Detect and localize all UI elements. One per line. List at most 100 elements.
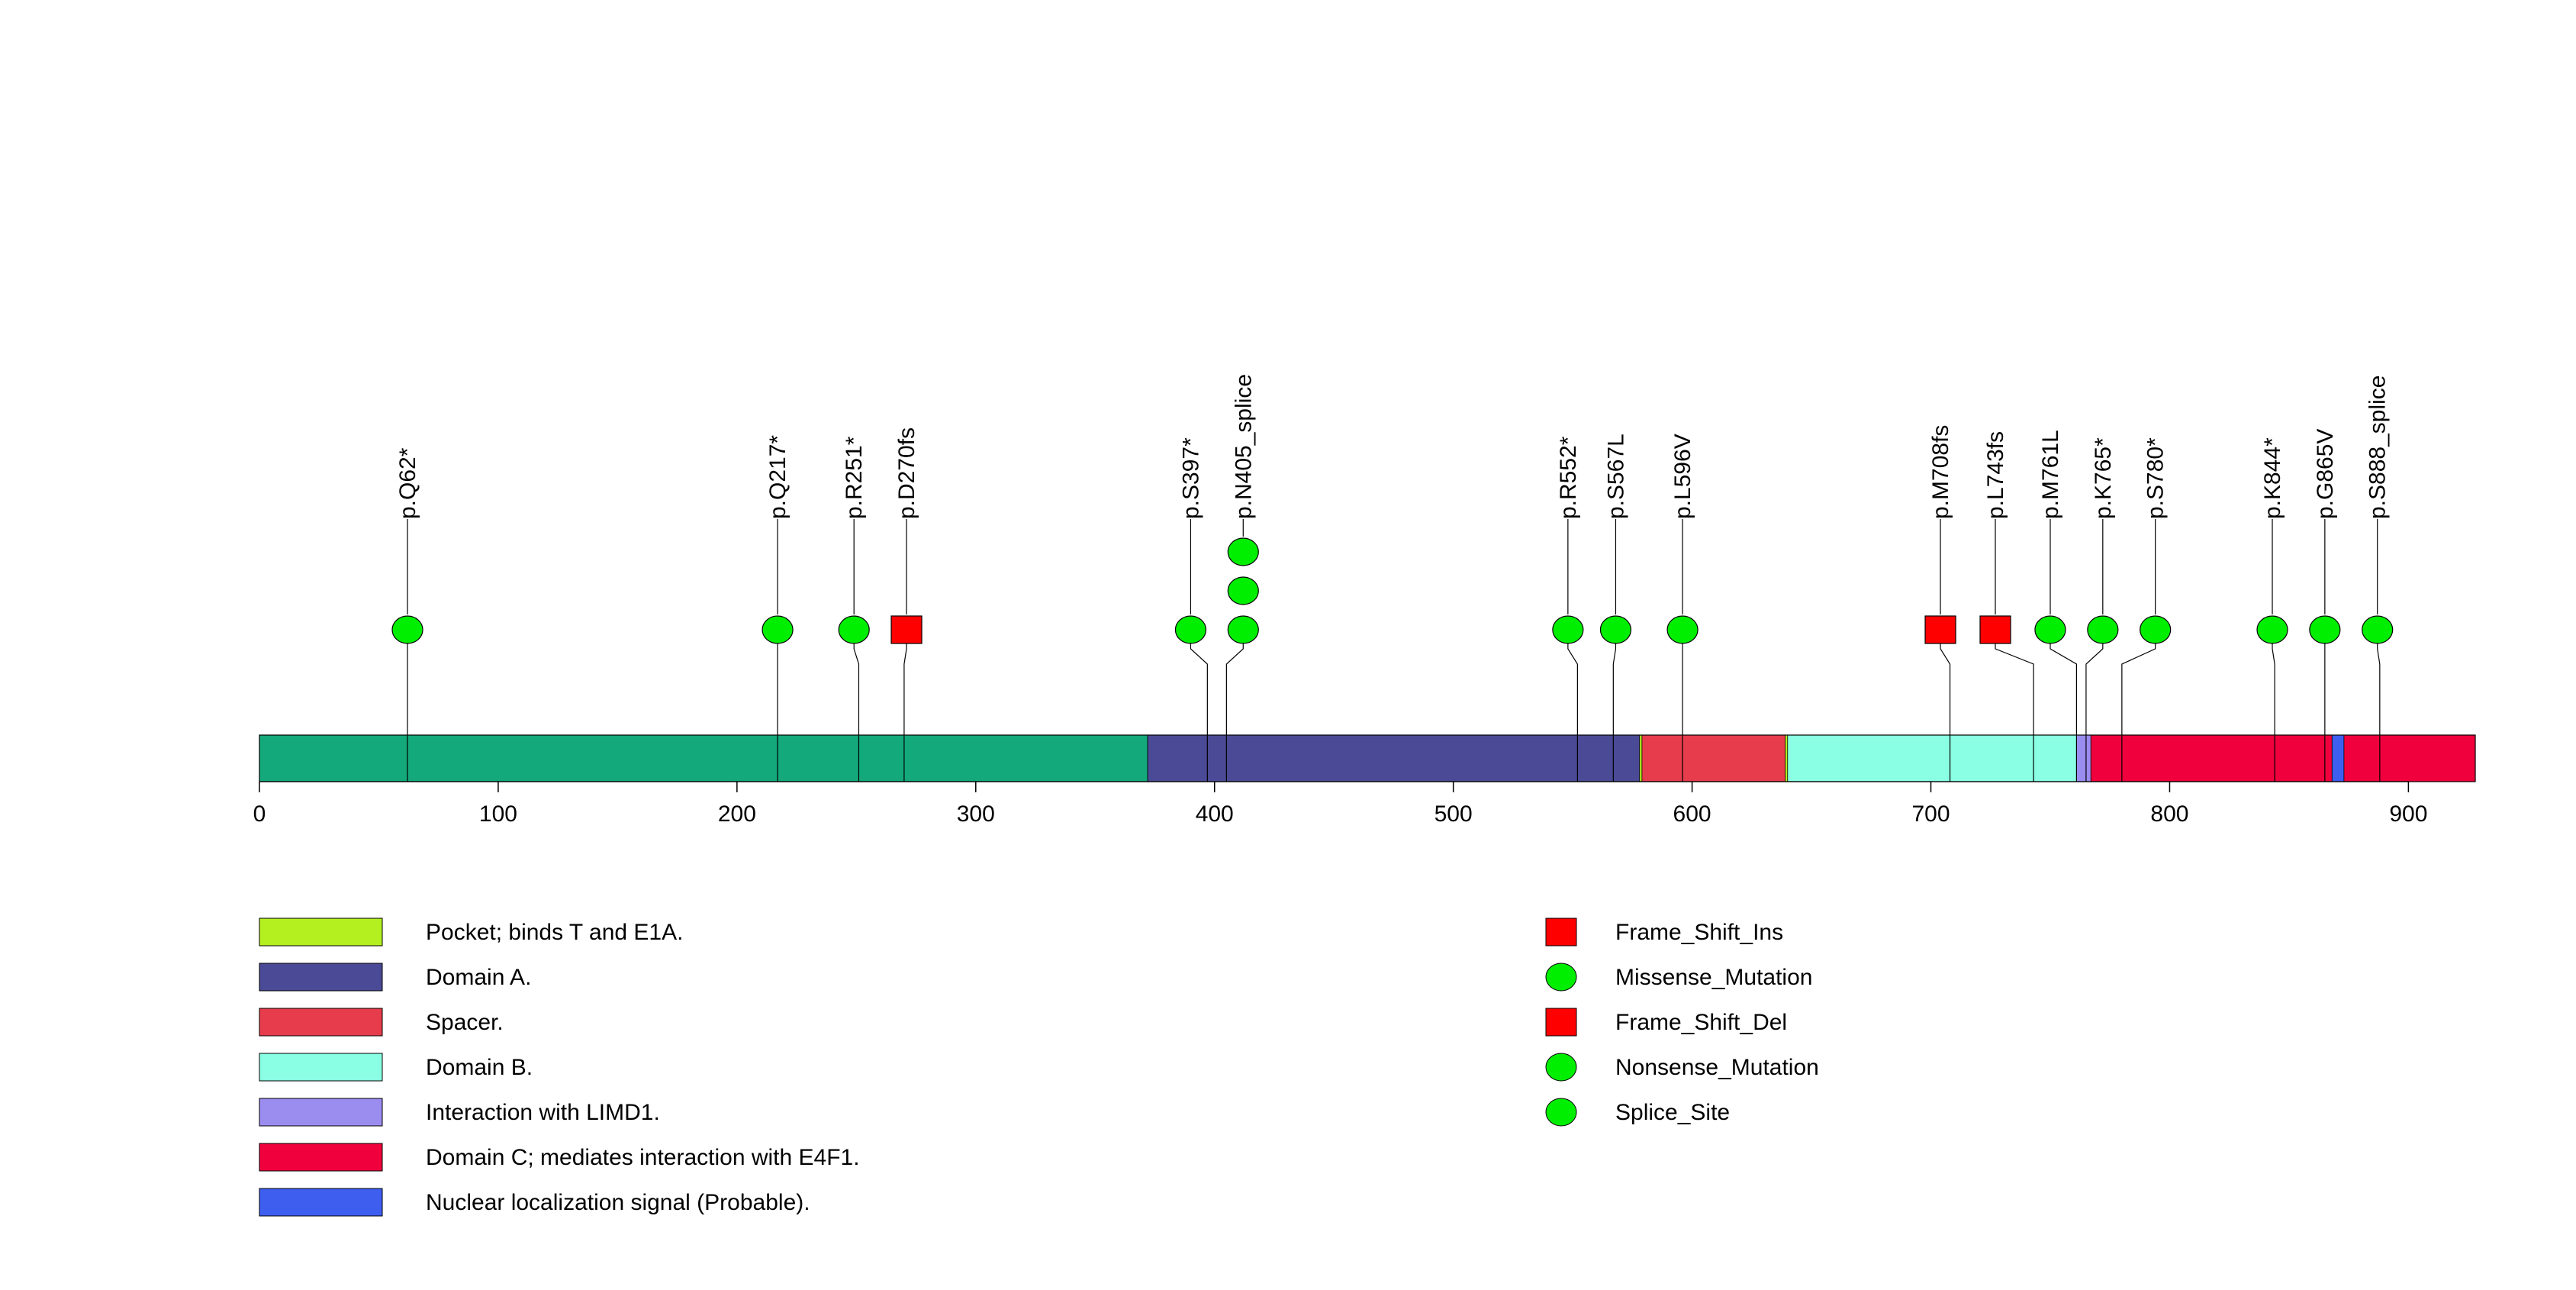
mutation-p-l596v: p.L596V	[1666, 434, 1699, 782]
stalk-connector	[2050, 630, 2078, 735]
mutation-p-s888-splice: p.S888_splice	[2362, 376, 2394, 782]
mutation-label: p.S888_splice	[2365, 376, 2391, 519]
marker-circle	[2256, 615, 2288, 644]
mutation-p-m708fs: p.M708fs	[1924, 425, 1956, 782]
legend-domain-domain-a: Domain A.	[259, 963, 531, 992]
legend-label: Missense_Mutation	[1615, 965, 1812, 990]
marker-circle	[838, 615, 870, 644]
stalk-connector	[853, 630, 860, 735]
legend-swatch	[259, 963, 383, 992]
mutation-p-q62: p.Q62*	[391, 447, 423, 782]
x-tick-label-400: 400	[1196, 801, 1234, 827]
marker-circle	[762, 615, 794, 644]
domain-segment-1	[1147, 734, 1643, 782]
legend-circle-icon	[1545, 1098, 1577, 1127]
marker-circle	[2309, 615, 2341, 644]
x-tick-label-0: 0	[253, 801, 266, 827]
stalk-connector	[903, 630, 907, 735]
legend-square-icon	[1545, 1008, 1577, 1037]
domain-segment-0	[259, 734, 1148, 782]
stalk-connector	[1567, 630, 1578, 735]
mutation-label: p.Q62*	[395, 447, 420, 519]
legend-domain-interaction-with-limd1: Interaction with LIMD1.	[259, 1098, 660, 1127]
protein-domains	[259, 734, 2476, 782]
mutation-p-k765: p.K765*	[2085, 437, 2119, 782]
marker-square	[890, 615, 923, 644]
domain-segment-3	[1641, 734, 1789, 782]
mutation-p-r552: p.R552*	[1552, 436, 1584, 782]
mutation-p-s397: p.S397*	[1174, 437, 1208, 782]
marker-circle	[1552, 615, 1584, 644]
mutation-p-q217: p.Q217*	[762, 435, 794, 782]
x-tick-label-100: 100	[479, 801, 517, 827]
legend-swatch	[259, 918, 383, 947]
mutation-legend: Frame_Shift_Ins Missense_Mutation Frame_Sh…	[1545, 918, 1819, 1127]
stalk-connector	[2377, 630, 2381, 735]
mutation-p-n405-splice: p.N405_splice	[1225, 374, 1259, 782]
domain-segment-9	[2343, 734, 2476, 782]
legend-domain-pocket-binds-t-and-e1a: Pocket; binds T and E1A.	[259, 918, 683, 947]
mutation-label: p.S397*	[1178, 437, 1203, 519]
mutation-label: p.D270fs	[894, 427, 919, 519]
legend-swatch	[259, 1098, 383, 1127]
mutation-label: p.K765*	[2091, 437, 2116, 519]
x-tick-label-300: 300	[957, 801, 995, 827]
stalk-connector	[2272, 630, 2275, 735]
stalk-connector	[1612, 630, 1617, 735]
legend-domain-spacer: Spacer.	[259, 1008, 504, 1037]
mutation-label: p.S567L	[1603, 434, 1628, 519]
legend-swatch	[259, 1053, 383, 1082]
mutation-p-r251: p.R251*	[838, 436, 870, 782]
domain-legend: Pocket; binds T and E1A. Domain A. Spacer.…	[259, 918, 860, 1217]
mutation-p-s567l: p.S567L	[1599, 434, 1632, 782]
legend-mutation-missense-mutation: Missense_Mutation	[1545, 963, 1812, 992]
mutation-label: p.R251*	[842, 436, 867, 519]
marker-circle	[1227, 537, 1259, 566]
legend-swatch	[259, 1008, 383, 1037]
marker-circle	[2087, 615, 2119, 644]
legend-label: Domain A.	[426, 965, 531, 990]
marker-circle	[1599, 615, 1632, 644]
mutation-label: p.L596V	[1670, 434, 1695, 519]
legend-label: Nuclear localization signal (Probable).	[426, 1190, 810, 1215]
mutation-p-d270fs: p.D270fs	[890, 427, 923, 782]
legend-domain-domain-b: Domain B.	[259, 1053, 533, 1082]
domain-segment-5	[1787, 734, 2079, 782]
marker-square	[1979, 615, 2011, 644]
legend-label: Nonsense_Mutation	[1615, 1055, 1819, 1080]
marker-circle	[1227, 576, 1259, 605]
legend-mutation-frame-shift-ins: Frame_Shift_Ins	[1545, 918, 1783, 947]
legend-label: Splice_Site	[1615, 1100, 1730, 1125]
x-tick-label-600: 600	[1673, 801, 1711, 827]
stalk-connector	[2085, 630, 2104, 735]
x-tick-label-700: 700	[1911, 801, 1950, 827]
marker-circle	[2140, 615, 2172, 644]
mutation-label: p.R552*	[1556, 436, 1581, 519]
domain-segment-7	[2090, 734, 2335, 782]
legend-circle-icon	[1545, 1053, 1577, 1082]
stalk-connector	[1225, 630, 1244, 735]
legend-swatch	[259, 1188, 383, 1217]
marker-circle	[2362, 615, 2394, 644]
marker-circle	[1174, 615, 1207, 644]
mutation-label: p.N405_splice	[1231, 374, 1256, 519]
mutation-p-s780: p.S780*	[2121, 437, 2172, 782]
marker-square	[1924, 615, 1956, 644]
mutations: p.Q62* p.Q217* p.R251* p.D270fs p.S397* p.N40…	[391, 374, 2394, 782]
x-tick-label-800: 800	[2150, 801, 2188, 827]
x-tick-label-900: 900	[2389, 801, 2427, 827]
x-tick-label-200: 200	[718, 801, 756, 827]
mutation-label: p.M761L	[2038, 430, 2063, 519]
marker-circle	[2034, 615, 2066, 644]
stalk-connector	[1995, 630, 2034, 735]
legend-label: Spacer.	[426, 1010, 504, 1035]
legend-square-icon	[1545, 918, 1577, 947]
mutation-p-g865v: p.G865V	[2309, 429, 2341, 782]
legend-label: Domain B.	[426, 1055, 533, 1080]
legend-label: Frame_Shift_Ins	[1615, 920, 1783, 945]
stalk-connector	[1190, 630, 1208, 735]
mutation-label: p.M708fs	[1928, 425, 1953, 519]
legend-swatch	[259, 1143, 383, 1172]
legend-mutation-frame-shift-del: Frame_Shift_Del	[1545, 1008, 1787, 1037]
